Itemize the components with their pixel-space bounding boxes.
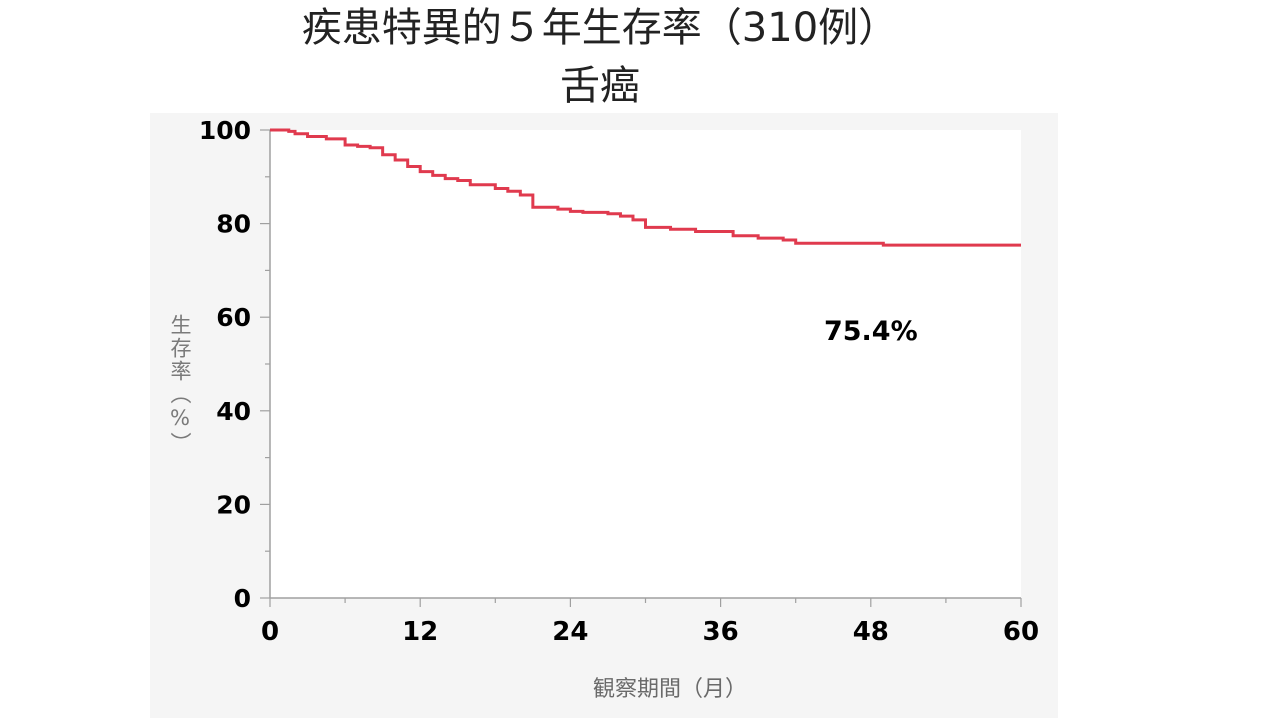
annotations: 75.4% — [824, 316, 918, 347]
x-tick-label: 48 — [853, 617, 889, 647]
y-tick-label: 80 — [216, 210, 251, 239]
x-tick-label: 24 — [552, 617, 588, 647]
y-tick-label: 20 — [216, 490, 251, 519]
survival-rate-annotation: 75.4% — [824, 316, 918, 347]
x-tick-label: 0 — [261, 617, 279, 647]
survival-curve-group — [270, 128, 1021, 247]
x-ticks: 0 12 24 36 48 60 — [261, 598, 1039, 647]
x-axis-label: 観察期間（月） — [592, 677, 747, 702]
survival-curve — [270, 128, 1021, 247]
x-tick-label: 36 — [703, 617, 739, 647]
y-ticks: 0 20 40 60 80 100 — [199, 116, 270, 613]
y-tick-label: 100 — [199, 116, 251, 145]
x-tick-label: 60 — [1003, 617, 1039, 647]
y-tick-label: 40 — [216, 397, 251, 426]
chart-subtitle: 舌癌 — [560, 63, 640, 109]
chart-title: 疾患特異的５年生存率（310例） — [301, 5, 899, 51]
y-tick-label: 0 — [234, 584, 251, 613]
x-tick-label: 12 — [402, 617, 438, 647]
plot-area — [270, 130, 1021, 598]
y-axis-label: 生存率（%） — [168, 314, 192, 455]
y-tick-label: 60 — [216, 303, 251, 332]
